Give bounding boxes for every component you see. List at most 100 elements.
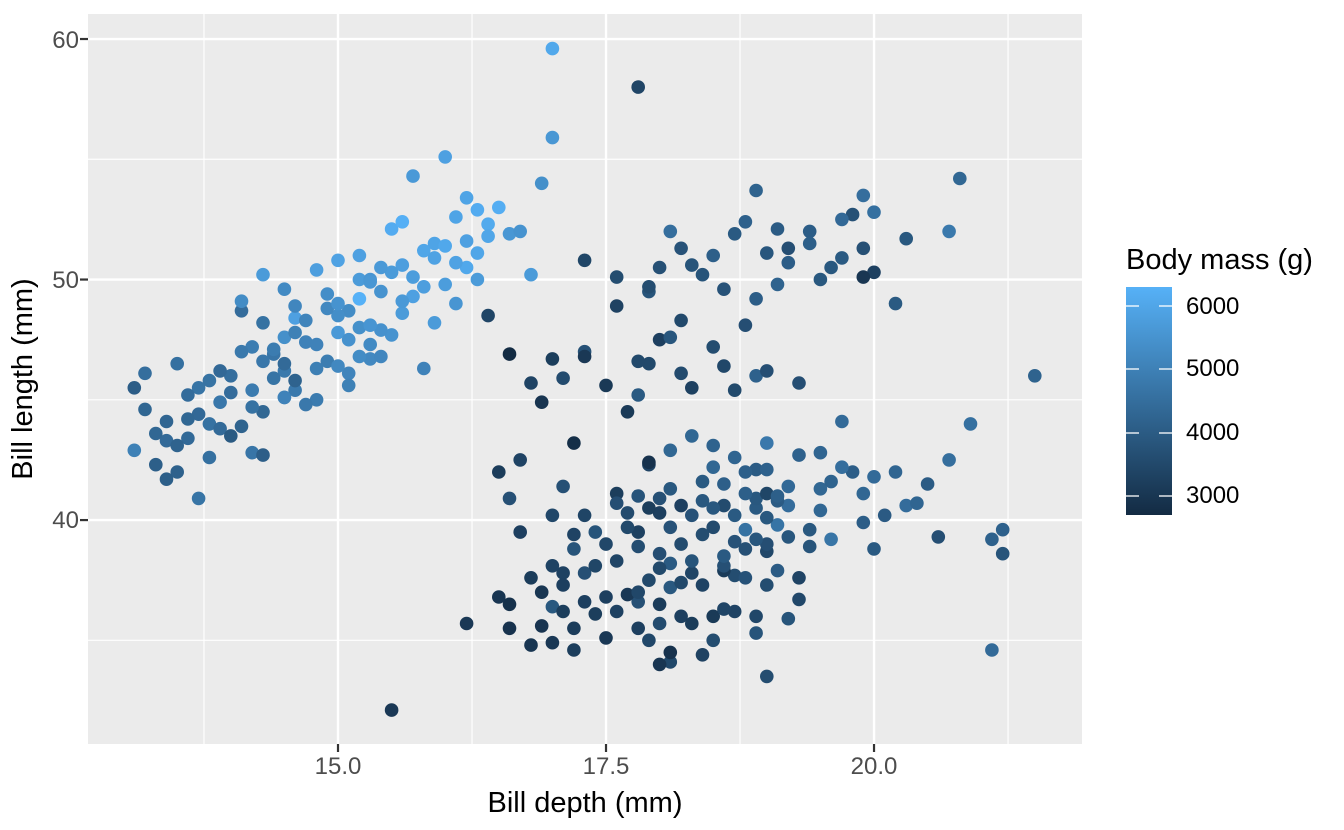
legend-tick-mark	[1159, 495, 1172, 497]
data-point	[856, 486, 871, 501]
data-point	[813, 272, 828, 287]
data-point	[599, 537, 613, 551]
data-point	[652, 616, 667, 631]
data-point	[802, 224, 817, 239]
data-point	[995, 546, 1010, 561]
data-point	[567, 643, 581, 657]
data-point	[577, 508, 592, 523]
data-point	[256, 448, 270, 462]
data-point	[256, 405, 270, 419]
data-point	[652, 491, 667, 506]
data-point	[781, 255, 796, 270]
data-point	[792, 448, 806, 462]
data-point	[856, 270, 871, 284]
data-point	[706, 520, 720, 535]
data-point	[256, 267, 270, 282]
data-point	[159, 472, 174, 487]
data-point	[202, 417, 217, 431]
data-point	[717, 477, 731, 491]
data-point	[363, 318, 378, 333]
legend-tick-mark	[1126, 495, 1139, 497]
data-point	[835, 414, 849, 429]
data-point	[181, 412, 195, 426]
data-point	[727, 450, 742, 465]
data-point	[577, 349, 592, 364]
data-point	[138, 366, 152, 381]
data-point	[492, 200, 506, 215]
data-point	[856, 241, 871, 256]
data-point	[245, 383, 259, 398]
legend-tick-mark	[1126, 368, 1139, 371]
data-point	[363, 337, 378, 352]
data-point	[706, 340, 720, 354]
data-point	[727, 227, 742, 241]
data-point	[685, 429, 699, 443]
x-axis-title: Bill depth (mm)	[488, 787, 683, 819]
data-point	[406, 289, 420, 304]
data-point	[760, 510, 774, 525]
data-point	[545, 130, 560, 145]
data-point	[652, 657, 667, 672]
data-point	[309, 337, 324, 352]
data-point	[802, 522, 817, 537]
data-point	[620, 405, 635, 419]
data-point	[845, 207, 860, 222]
data-point	[663, 655, 678, 669]
data-point	[299, 335, 313, 349]
data-point	[224, 385, 238, 400]
data-point	[631, 525, 645, 539]
data-point	[374, 323, 388, 337]
data-point	[170, 438, 184, 453]
legend-tick-mark	[1126, 431, 1139, 434]
data-point	[277, 390, 292, 405]
data-point	[717, 559, 731, 573]
data-point	[609, 604, 624, 619]
data-point	[760, 537, 774, 551]
legend: Body mass (g) 6000 5000 4000 3000	[1126, 0, 1344, 830]
data-point	[245, 400, 259, 414]
data-point	[695, 527, 710, 542]
data-point	[427, 236, 442, 251]
y-tick-label: 50	[52, 267, 79, 294]
data-point	[642, 501, 656, 515]
data-point	[867, 542, 881, 556]
data-point	[717, 359, 731, 373]
data-point	[149, 426, 163, 441]
data-point	[652, 260, 667, 275]
data-point	[856, 515, 871, 530]
data-point	[685, 508, 699, 523]
data-point	[749, 369, 763, 383]
data-point	[320, 354, 335, 369]
data-point	[609, 496, 624, 511]
data-point	[352, 272, 367, 287]
data-point	[717, 549, 731, 563]
data-point	[395, 215, 410, 229]
data-point	[685, 554, 699, 568]
y-axis-title: Bill length (mm)	[7, 278, 39, 479]
data-point	[309, 393, 324, 407]
data-point	[395, 258, 410, 272]
data-point	[727, 568, 742, 583]
data-point	[685, 566, 699, 580]
data-point	[652, 597, 667, 612]
data-point	[352, 320, 367, 335]
data-point	[813, 445, 828, 460]
data-point	[717, 282, 731, 297]
data-point	[738, 318, 753, 333]
data-point	[299, 397, 313, 412]
data-point	[256, 316, 270, 330]
data-point	[567, 527, 581, 542]
data-point	[620, 587, 635, 602]
data-point	[899, 498, 913, 513]
data-point	[438, 277, 453, 292]
data-point	[631, 354, 645, 369]
data-point	[245, 445, 259, 460]
x-tick-label: 15.0	[315, 753, 362, 780]
data-point	[867, 265, 881, 280]
data-point	[749, 462, 763, 477]
data-point	[352, 248, 367, 263]
data-point	[256, 354, 270, 369]
data-point	[856, 188, 871, 203]
data-point	[384, 222, 399, 236]
data-point	[545, 559, 560, 573]
